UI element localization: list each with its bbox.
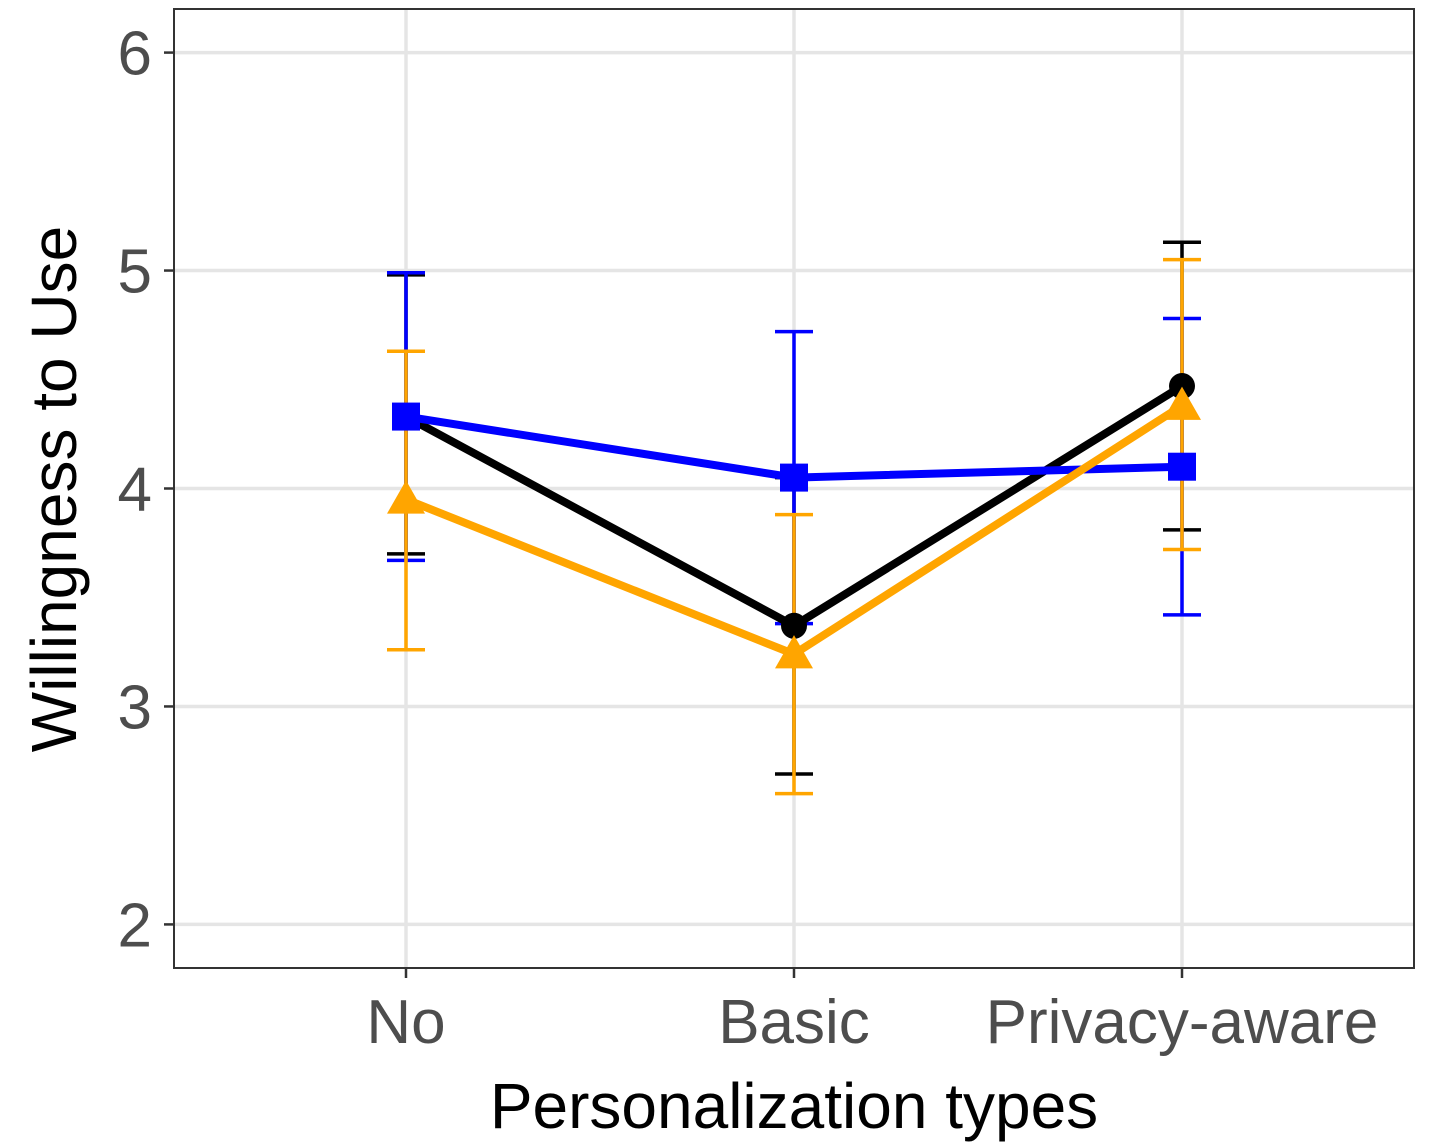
axis-layer: 2 3 4 5 6 No Basic Privacy-aware xyxy=(118,20,1379,1057)
marker-layer xyxy=(387,373,1201,669)
circle-marker xyxy=(1169,373,1195,400)
y-axis-title: Willingness to Use xyxy=(18,226,90,752)
triangle-marker xyxy=(387,480,425,514)
x-axis-title: Personalization types xyxy=(490,1070,1098,1142)
y-tick-label: 4 xyxy=(118,456,152,525)
x-tick-label: Basic xyxy=(718,988,870,1057)
square-marker xyxy=(392,402,420,431)
triangle-marker xyxy=(1163,386,1201,420)
square-marker xyxy=(780,463,808,492)
y-tick-label: 5 xyxy=(118,238,152,307)
y-tick-label: 6 xyxy=(118,20,152,89)
y-tick-label: 2 xyxy=(118,891,152,960)
triangle-marker xyxy=(775,635,813,669)
x-tick-label: Privacy-aware xyxy=(986,988,1379,1057)
circle-marker xyxy=(781,612,807,639)
x-tick-label: No xyxy=(366,988,445,1057)
square-marker xyxy=(1168,452,1196,481)
y-tick-label: 3 xyxy=(118,673,152,742)
